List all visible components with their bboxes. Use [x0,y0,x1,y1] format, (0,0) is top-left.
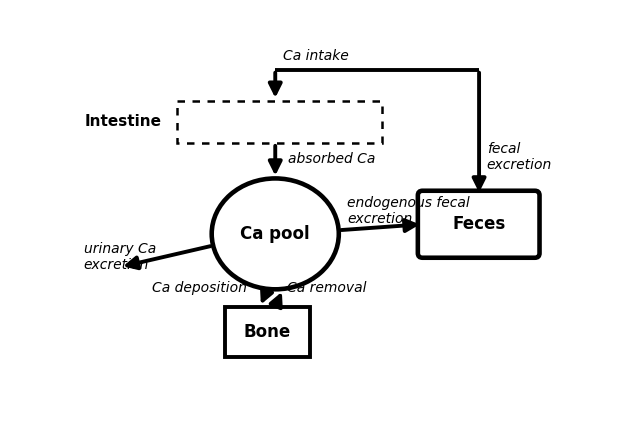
Text: urinary Ca
excretion: urinary Ca excretion [84,242,156,272]
Text: endogenous fecal
excretion: endogenous fecal excretion [347,196,470,226]
Text: absorbed Ca: absorbed Ca [288,152,376,166]
Bar [225,307,310,357]
Text: Ca removal: Ca removal [287,281,366,295]
Text: Intestine: Intestine [84,114,161,129]
Text: Bone: Bone [244,323,291,341]
Text: Ca pool: Ca pool [240,225,310,243]
Ellipse shape [212,179,339,289]
FancyBboxPatch shape [418,191,540,258]
Text: Ca deposition: Ca deposition [152,281,247,295]
Text: fecal
excretion: fecal excretion [487,142,552,172]
Text: Feces: Feces [452,215,505,233]
Text: Ca intake: Ca intake [283,49,349,63]
Bar [177,101,382,143]
